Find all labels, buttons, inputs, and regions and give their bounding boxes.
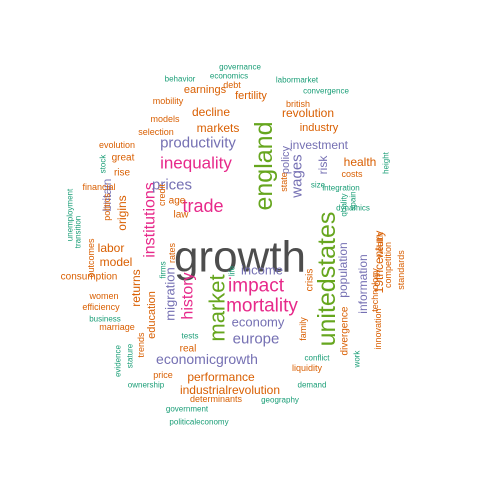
word-outcomes: outcomes (86, 238, 96, 278)
word-transition: transition (74, 216, 83, 248)
word-inequality: inequality (160, 154, 232, 173)
word-dynamics: dynamics (336, 204, 370, 213)
word-health: health (344, 155, 377, 169)
word-age: age (169, 196, 186, 207)
word-trends: trends (136, 332, 146, 358)
word-credit: credit (157, 184, 167, 207)
word-institutions: institutions (142, 182, 159, 258)
word-firms: firms (159, 261, 168, 278)
word-crisis: crisis (305, 269, 316, 292)
word-origins: origins (115, 195, 129, 230)
word-politicaleconomy: politicaleconomy (169, 418, 228, 427)
word-work: work (353, 350, 362, 369)
word-governance: governance (219, 63, 261, 72)
word-decline: decline (192, 105, 230, 119)
word-stature: stature (126, 343, 135, 368)
word-rise: rise (114, 168, 131, 179)
word-british: british (286, 99, 310, 109)
word-evidence: evidence (114, 344, 123, 377)
word-debt: debt (223, 80, 241, 90)
word-convergence: convergence (303, 87, 349, 96)
word-determinants: determinants (190, 394, 243, 404)
word-earnings: earnings (184, 84, 227, 96)
word-europe: europe (233, 331, 280, 348)
word-returns: returns (129, 269, 143, 306)
word-policy: policy (280, 145, 292, 174)
word-industry: industry (300, 122, 339, 134)
word-evolution: evolution (99, 140, 135, 150)
word-family: family (298, 317, 308, 341)
word-business: business (89, 315, 121, 324)
word-standards: standards (396, 250, 406, 290)
word-innovation: innovation (373, 308, 383, 349)
word-government: government (166, 405, 209, 414)
word-selection: selection (138, 127, 174, 137)
word-history: history (180, 272, 197, 319)
word-law: law (173, 210, 189, 221)
word-real: real (180, 344, 197, 355)
word-information: information (356, 254, 370, 313)
word-productivity: productivity (160, 135, 236, 152)
word-financial: financial (82, 182, 115, 192)
word-labor: labor (98, 241, 125, 255)
word-trade: trade (182, 196, 223, 216)
word-state: state (279, 172, 289, 192)
word-behavior: behavior (165, 75, 196, 84)
word-costs: costs (341, 169, 363, 179)
word-markets: markets (197, 121, 240, 135)
word-price: price (153, 370, 173, 380)
word-efficiency: efficiency (82, 302, 120, 312)
word-mortality: mortality (226, 296, 298, 317)
word-great: great (112, 153, 135, 164)
word-performance: performance (187, 370, 255, 384)
word-england: england (250, 122, 278, 211)
word-demand: demand (298, 381, 327, 390)
word-politics: politics (102, 193, 112, 221)
word-marriage: marriage (99, 322, 135, 332)
word-labormarket: labormarket (276, 76, 319, 85)
word-mobility: mobility (153, 96, 184, 106)
word-economicgrowth: economicgrowth (156, 351, 258, 367)
word-education: education (146, 291, 158, 339)
word-risk: risk (316, 155, 330, 175)
word-conflict: conflict (305, 354, 331, 363)
word-income: income (241, 263, 283, 278)
word-divergence: divergence (340, 306, 351, 355)
word-population: population (336, 242, 350, 297)
word-integration: integration (322, 184, 359, 193)
word-stock: stock (99, 154, 108, 174)
word-economy: economy (232, 315, 285, 330)
word-technology: technology (370, 268, 380, 312)
word-model: model (100, 255, 133, 269)
word-life: life (228, 265, 237, 276)
word-ownership: ownership (128, 381, 165, 390)
word-rates: rates (167, 242, 177, 263)
word-competition: competition (383, 242, 393, 288)
word-impact: impact (228, 276, 285, 297)
word-geography: geography (261, 396, 299, 405)
word-height: height (382, 151, 391, 174)
word-models: models (150, 114, 180, 124)
word-investment: investment (290, 138, 349, 152)
word-economics: economics (210, 72, 248, 81)
word-liquidity: liquidity (292, 363, 323, 373)
word-tests: tests (182, 332, 199, 341)
word-women: women (88, 291, 118, 301)
word-fertility: fertility (235, 90, 267, 102)
